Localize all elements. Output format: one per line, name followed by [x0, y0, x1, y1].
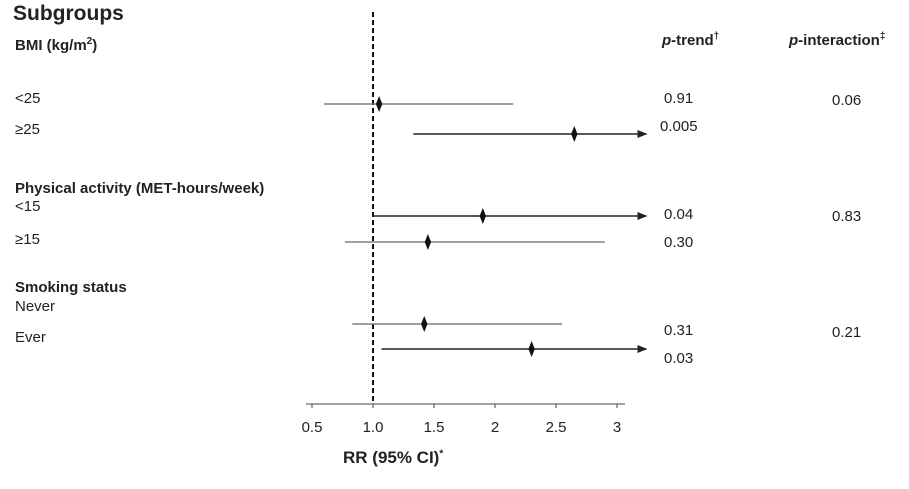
- p-interaction-text: -interaction: [798, 32, 880, 49]
- subgroup-label: Ever: [15, 329, 46, 346]
- group-header-bmi: BMI (kg/m2): [15, 36, 97, 54]
- group-header-bmi-sup: 2: [86, 36, 93, 47]
- group-header-physical-activity: Physical activity (MET-hours/week): [15, 180, 265, 197]
- p-trend-value: 0.005: [660, 118, 698, 135]
- p-interaction-header: p-interaction‡: [789, 31, 885, 49]
- p-trend-value: 0.31: [664, 322, 694, 339]
- x-tick-label: 1.0: [363, 419, 384, 436]
- x-tick-label: 0.5: [302, 419, 323, 436]
- subgroup-label: ≥25: [15, 121, 40, 138]
- p-interaction-value: 0.83: [832, 208, 862, 225]
- p-trend-value: 0.04: [664, 206, 694, 223]
- subgroup-label: <25: [15, 90, 41, 107]
- point-estimate: [479, 208, 486, 224]
- p-trend-value: 0.91: [664, 90, 694, 107]
- x-tick-label: 3: [613, 419, 621, 436]
- x-tick-label: 1.5: [424, 419, 445, 436]
- subgroup-label: ≥15: [15, 231, 40, 248]
- x-tick-label: 2.5: [546, 419, 567, 436]
- point-estimate: [571, 126, 578, 142]
- p-interaction-value: 0.06: [832, 92, 862, 109]
- x-axis-label-mark: *: [439, 448, 444, 460]
- p-trend-value: 0.03: [664, 350, 694, 367]
- p-trend-header: p-trend†: [662, 31, 719, 49]
- point-estimate: [375, 96, 383, 112]
- p-trend-text: -trend: [671, 32, 714, 49]
- point-estimate: [421, 316, 428, 332]
- point-estimate: [424, 234, 432, 250]
- x-axis-label-text: RR (95% CI): [343, 448, 440, 467]
- p-trend-footnote-mark: †: [713, 31, 720, 42]
- p-trend-value: 0.30: [664, 234, 694, 251]
- point-estimate: [528, 341, 535, 357]
- p-interaction-value: 0.21: [832, 324, 862, 341]
- x-tick-label: 2: [491, 419, 499, 436]
- subgroup-label: Never: [15, 298, 56, 315]
- group-header-smoking-status: Smoking status: [15, 279, 127, 296]
- x-axis-label: RR (95% CI)*: [343, 448, 443, 468]
- chart-title: Subgroups: [13, 2, 124, 25]
- p-trend-italic: p: [662, 32, 672, 49]
- subgroup-label: <15: [15, 198, 41, 215]
- group-header-bmi-text: BMI (kg/m: [15, 37, 87, 54]
- p-interaction-footnote-mark: ‡: [879, 31, 886, 42]
- p-interaction-italic: p: [789, 32, 799, 49]
- group-header-bmi-end: ): [92, 37, 98, 54]
